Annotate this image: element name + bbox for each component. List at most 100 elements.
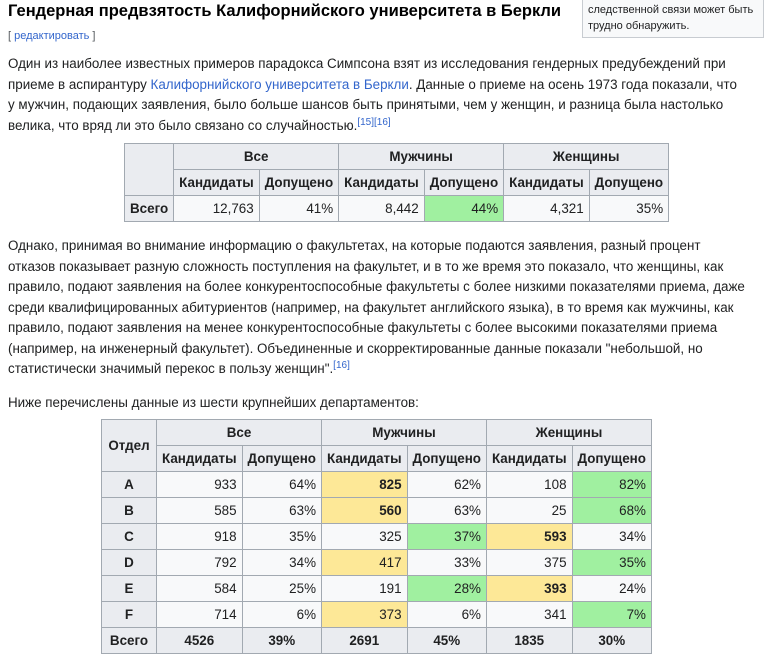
group-all: Все	[156, 419, 322, 446]
cell: 108	[485, 471, 573, 498]
intro-paragraph: Один из наиболее известных примеров пара…	[8, 54, 743, 136]
cell-highlight: 28%	[406, 575, 487, 602]
ref-16-link[interactable]: [16]	[374, 116, 391, 128]
totals-table: Все Мужчины Женщины Кандидаты Допущено К…	[123, 143, 670, 222]
col-header: Кандидаты	[485, 445, 573, 472]
group-men: Мужчины	[320, 419, 487, 446]
col-header: Допущено	[241, 445, 322, 472]
col-header: Кандидаты	[173, 169, 260, 196]
row-label: Всего	[123, 195, 175, 222]
cell: 35%	[588, 195, 670, 222]
subheader-row: Кандидаты Допущено Кандидаты Допущено Ка…	[102, 445, 652, 472]
dept-label: F	[101, 601, 157, 628]
ref-16-link[interactable]: [16]	[333, 360, 350, 371]
berkeley-link[interactable]: Калифорнийского университета в Беркли	[150, 76, 409, 92]
table-row: C 918 35% 325 37% 593 34%	[101, 523, 652, 550]
total-row: Всего 4526 39% 2691 45% 1835 30%	[101, 627, 652, 654]
cell-highlight: 593	[485, 523, 573, 550]
sidebar-note-line-1: следственной связи может быть	[588, 4, 754, 16]
cell-highlight: 560	[320, 497, 408, 524]
cell: 191	[320, 575, 408, 602]
cell-highlight: 825	[320, 471, 408, 498]
cell: 33%	[406, 549, 487, 576]
dept-label: C	[101, 523, 157, 550]
cell-highlight: 82%	[571, 471, 652, 498]
total-cell: 45%	[406, 627, 487, 654]
col-header: Допущено	[423, 169, 505, 196]
total-cell: 39%	[241, 627, 322, 654]
col-header: Кандидаты	[156, 445, 243, 472]
cell: 63%	[406, 497, 487, 524]
intro-text-1: Один из наиболее известных примеров пара…	[8, 56, 726, 92]
sidebar-note: следственной связи может быть трудно обн…	[582, 0, 764, 38]
cell: 34%	[571, 523, 652, 550]
total-cell: 2691	[320, 627, 408, 654]
cell-highlight: 37%	[406, 523, 487, 550]
cell: 585	[156, 497, 243, 524]
sidebar-note-line-2: трудно обнаружить.	[588, 20, 690, 32]
header-row: Все Мужчины Женщины	[123, 143, 670, 196]
empty-corner	[123, 143, 175, 196]
cell: 584	[156, 575, 243, 602]
cell: 35%	[241, 523, 322, 550]
cell: 24%	[571, 575, 652, 602]
cell-highlight: 44%	[423, 195, 505, 222]
table-row: E 584 25% 191 28% 393 24%	[101, 575, 652, 602]
table-row: A 933 64% 825 62% 108 82%	[101, 471, 652, 498]
dept-label: D	[101, 549, 157, 576]
cell: 792	[156, 549, 243, 576]
total-label: Всего	[101, 627, 157, 654]
cell: 64%	[241, 471, 322, 498]
table-row: D 792 34% 417 33% 375 35%	[101, 549, 652, 576]
cell: 41%	[258, 195, 340, 222]
ref-15-link[interactable]: [15]	[357, 116, 375, 128]
col-header: Допущено	[588, 169, 670, 196]
ref-15: [15]	[357, 117, 374, 128]
dept-header: Отдел	[101, 419, 157, 472]
ref-16: [16]	[333, 360, 350, 371]
edit-section: [ редактировать ]	[8, 30, 96, 42]
cell: 25%	[241, 575, 322, 602]
cell: 341	[485, 601, 573, 628]
cell: 325	[320, 523, 408, 550]
cell: 918	[156, 523, 243, 550]
table-row: F 714 6% 373 6% 341 7%	[101, 601, 652, 628]
group-men: Мужчины	[338, 143, 505, 170]
dept-label: E	[101, 575, 157, 602]
col-header: Допущено	[571, 445, 652, 472]
group-women: Женщины	[485, 419, 652, 446]
group-women: Женщины	[503, 143, 670, 170]
cell-highlight: 68%	[571, 497, 652, 524]
cell: 375	[485, 549, 573, 576]
ref-16: [16]	[374, 117, 391, 128]
cell: 63%	[241, 497, 322, 524]
analysis-text: Однако, принимая во внимание информацию …	[8, 238, 745, 376]
edit-bracket-close: ]	[89, 30, 96, 42]
cell-highlight: 35%	[571, 549, 652, 576]
cell: 6%	[406, 601, 487, 628]
table-row: Всего 12,763 41% 8,442 44% 4,321 35%	[123, 195, 670, 222]
col-header: Допущено	[258, 169, 340, 196]
departments-table: Отдел Все Мужчины Женщины Кандидаты Допу…	[101, 419, 652, 654]
cell-highlight: 417	[320, 549, 408, 576]
cell: 714	[156, 601, 243, 628]
dept-label: A	[101, 471, 157, 498]
col-header: Кандидаты	[503, 169, 590, 196]
cell-highlight: 7%	[571, 601, 652, 628]
cell: 62%	[406, 471, 487, 498]
edit-bracket-open: [	[8, 30, 15, 42]
edit-link[interactable]: редактировать	[14, 30, 90, 42]
group-all: Все	[173, 143, 340, 170]
cell: 933	[156, 471, 243, 498]
cell: 34%	[241, 549, 322, 576]
intro-text-2: . Данные о приеме на осень 1973 года пок…	[8, 76, 737, 133]
table-row: B 585 63% 560 63% 25 68%	[101, 497, 652, 524]
cell: 12,763	[173, 195, 260, 222]
cell: 6%	[241, 601, 322, 628]
analysis-paragraph: Однако, принимая во внимание информацию …	[8, 236, 748, 380]
header-row: Отдел Все Мужчины Женщины	[101, 419, 652, 472]
col-header: Кандидаты	[338, 169, 425, 196]
cell: 8,442	[338, 195, 425, 222]
col-header: Кандидаты	[320, 445, 408, 472]
page-title: Гендерная предвзятость Калифорнийского у…	[8, 2, 562, 20]
